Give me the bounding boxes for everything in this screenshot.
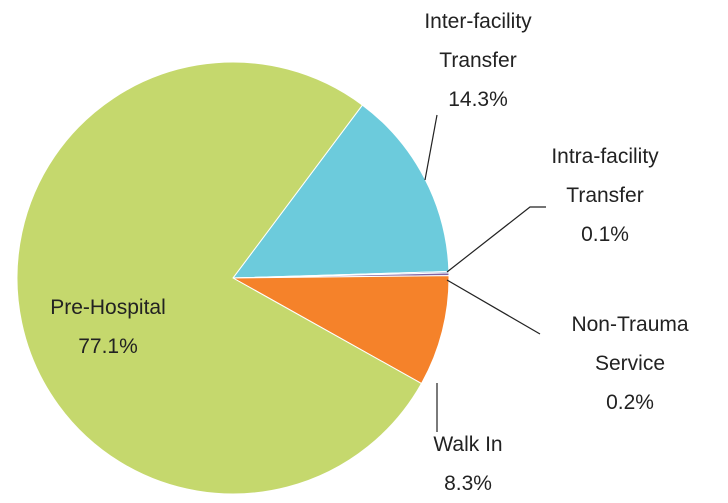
category-label: Pre-Hospital [50,296,166,319]
data-label: Intra-facility Transfer 0.1% [530,137,680,254]
data-label: Walk In 8.3% [393,425,543,503]
leader-line [446,279,541,335]
category-label: Intra-facility Transfer [551,145,659,207]
value-label: 0.2% [606,391,654,414]
leader-line [446,206,546,273]
category-label: Walk In [433,433,503,456]
value-label: 77.1% [78,335,138,358]
category-label: Inter-facility Transfer [424,10,532,72]
leader-line [424,114,438,181]
pie-slice [16,61,423,495]
value-label: 8.3% [444,472,492,495]
value-label: 0.1% [581,223,629,246]
data-label: Non-Trauma Service 0.2% [555,305,705,422]
value-label: 14.3% [448,88,508,111]
data-label: Inter-facility Transfer 14.3% [403,2,553,119]
data-label: Pre-Hospital 77.1% [18,288,198,366]
pie-slice [231,275,450,385]
pie-slice [231,104,450,279]
category-label: Non-Trauma Service [571,313,689,375]
